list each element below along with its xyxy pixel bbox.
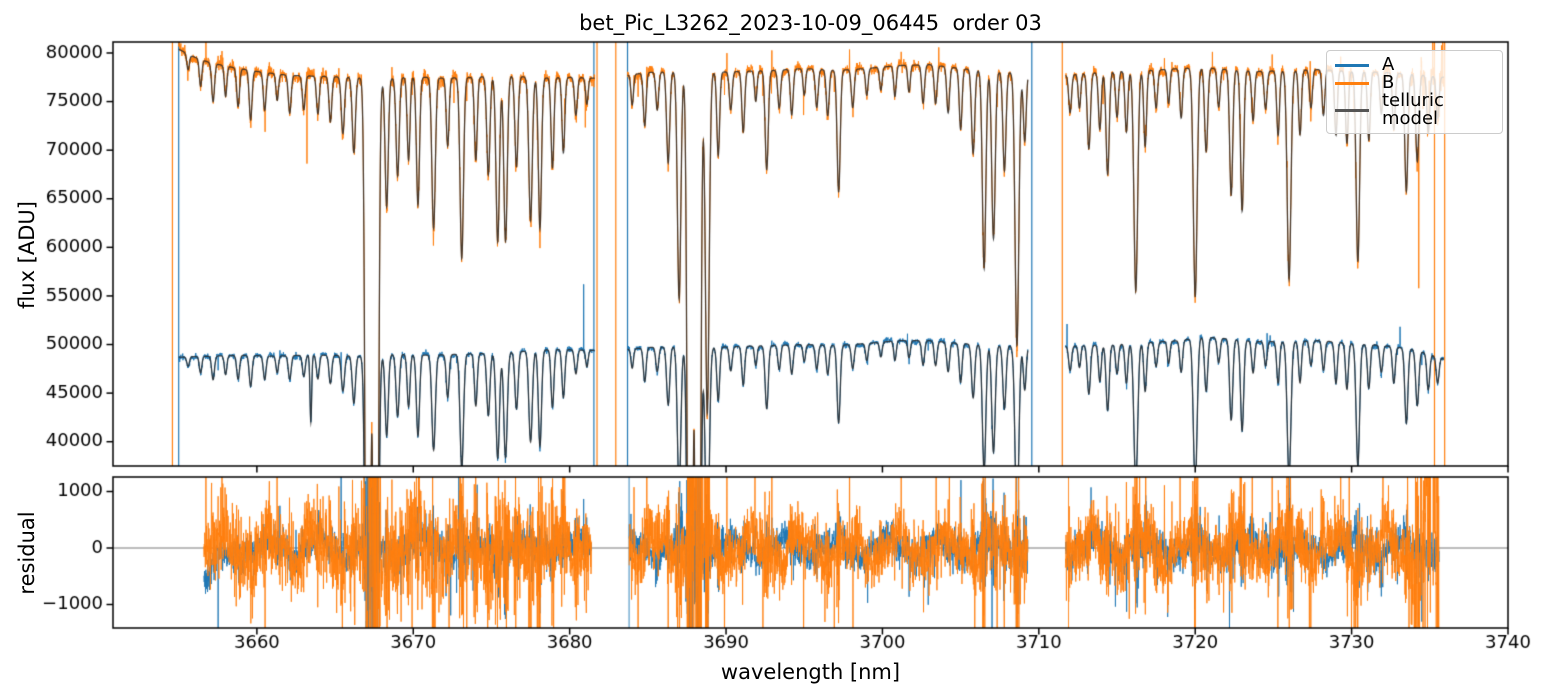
flux-axis-label: flux [ADU] xyxy=(15,201,39,309)
legend-entry-b: B xyxy=(1335,74,1494,92)
legend: A B telluric model xyxy=(1326,50,1503,134)
legend-line-a-swatch xyxy=(1335,63,1369,67)
residual-axis-label: residual xyxy=(15,511,39,595)
legend-label-a: A xyxy=(1382,54,1395,75)
legend-entry-a: A xyxy=(1335,56,1494,74)
wavelength-axis-label: wavelength [nm] xyxy=(720,660,901,684)
legend-line-telluric-swatch xyxy=(1335,108,1369,112)
plot-title: bet_Pic_L3262_2023-10-09_06445 order 03 xyxy=(579,11,1042,35)
legend-entry-telluric-model: telluric model xyxy=(1335,92,1494,128)
legend-label-b: B xyxy=(1382,72,1395,93)
legend-label-telluric-model: telluric model xyxy=(1382,90,1444,129)
legend-line-b-swatch xyxy=(1335,81,1369,85)
